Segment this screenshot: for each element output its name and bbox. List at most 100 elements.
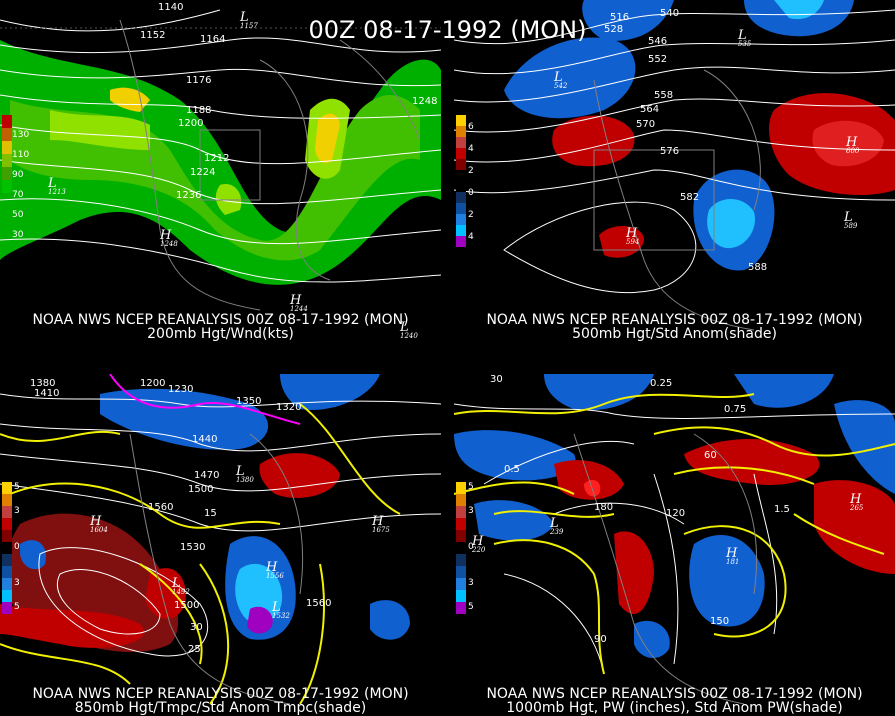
contour-label: 588 <box>748 262 768 273</box>
anom-red-strong <box>812 120 884 167</box>
high-marker: H 1556 <box>266 560 284 580</box>
legend-label: 3 <box>14 578 20 588</box>
map-200mb <box>0 9 441 311</box>
anom-blue <box>834 400 895 494</box>
anom-red <box>0 604 144 648</box>
contour-label: 582 <box>680 192 700 203</box>
legend-label: 5 <box>468 602 474 612</box>
high-marker: H 1675 <box>372 514 390 534</box>
height-contours <box>454 9 895 294</box>
anom-blue <box>474 500 554 541</box>
jet-shade-90 <box>315 113 340 164</box>
jet-shade-90b <box>110 87 150 112</box>
coastlines <box>573 433 757 705</box>
anom-red <box>145 568 186 619</box>
temp-contours <box>0 403 401 705</box>
legend-label: 130 <box>12 130 30 140</box>
contour-label: 1200 <box>140 378 166 389</box>
coastlines <box>129 433 303 705</box>
legend-label: 50 <box>12 210 24 220</box>
contour-label: 1380 <box>30 378 56 389</box>
contour-label: 25 <box>188 644 201 655</box>
anom-legend <box>2 482 12 614</box>
legend-label: 0 <box>14 542 20 552</box>
panel-500mb: 6 4 2 0 2 4 516 528 540 546 552 558 564 … <box>454 0 895 342</box>
anom-purple <box>247 606 273 634</box>
anom-red <box>552 115 635 167</box>
contour-label: 1188 <box>186 105 212 116</box>
low-marker: L 1240 <box>400 320 418 340</box>
contour-label: 1224 <box>190 167 216 178</box>
panel-caption-field: 1000mb Hgt, PW (inches), Std Anom PW(sha… <box>506 700 843 716</box>
anom-blue <box>734 374 834 408</box>
high-marker: H 265 <box>850 492 864 512</box>
anom-blue <box>280 374 380 410</box>
legend-label: 110 <box>12 150 30 160</box>
anom-red <box>614 531 654 614</box>
contour-label: 1500 <box>188 484 214 495</box>
contour-label: 1176 <box>186 75 212 86</box>
panel-1000mb: 5 3 0 3 5 30 60 90 120 150 180 0.25 0.5 … <box>454 374 895 716</box>
legend-label: 4 <box>468 232 474 242</box>
high-marker: H 600 <box>846 135 860 155</box>
legend-label: 5 <box>468 482 474 492</box>
legend-label: 0 <box>468 188 474 198</box>
high-marker: H 181 <box>726 546 740 566</box>
legend-label: 5 <box>14 602 20 612</box>
contour-label: 60 <box>704 450 717 461</box>
contour-label: 552 <box>648 54 668 65</box>
contour-label: 90 <box>594 634 607 645</box>
anom-blue <box>454 430 576 481</box>
low-marker: L 1492 <box>172 576 190 596</box>
contour-label: 1140 <box>158 2 184 13</box>
legend-label: 3 <box>14 506 20 516</box>
anom-blue <box>634 620 670 659</box>
anom-cyan <box>235 563 283 623</box>
contour-label: 120 <box>666 508 686 519</box>
panel-850mb: 5 3 0 3 5 1380 1410 1200 1230 1320 1350 … <box>0 374 441 716</box>
high-marker: H 1248 <box>160 228 178 248</box>
low-marker: L 239 <box>550 516 564 536</box>
contour-label: 0.75 <box>724 404 747 415</box>
high-marker: H 1244 <box>290 293 308 313</box>
legend-label: 2 <box>468 166 474 176</box>
contour-label: 1440 <box>192 434 218 445</box>
map-500mb <box>454 0 895 331</box>
contour-label: 30 <box>490 374 503 385</box>
legend-label: 5 <box>14 482 20 492</box>
anom-cyan <box>707 198 755 249</box>
coastlines <box>119 19 421 311</box>
anom-blue <box>689 535 765 627</box>
jet-shade-70 <box>50 110 150 150</box>
height-contours <box>0 393 441 657</box>
legend-label: 6 <box>468 122 474 132</box>
high-marker: H 594 <box>626 226 640 246</box>
contour-label: 1470 <box>194 470 220 481</box>
anom-blue <box>20 540 46 570</box>
contour-label: 1236 <box>176 190 202 201</box>
anom-legend <box>456 482 466 614</box>
anom-legend <box>456 115 466 247</box>
contour-label: 516 <box>610 12 630 23</box>
panel-caption-source: NOAA NWS NCEP REANALYSIS 00Z 08-17-1992 … <box>486 686 863 702</box>
anom-blue <box>370 600 410 640</box>
anom-red <box>684 439 820 485</box>
contour-label: 1530 <box>180 542 206 553</box>
legend-label: 30 <box>12 230 24 240</box>
contour-label: 15 <box>204 508 217 519</box>
low-marker: L 589 <box>844 210 858 230</box>
contour-label: 1320 <box>276 402 302 413</box>
panel-caption-field: 850mb Hgt/Tmpc/Std Anom Tmpc(shade) <box>74 700 367 716</box>
page-title: 00Z 08-17-1992 (MON) <box>308 16 587 44</box>
panel-caption-source: NOAA NWS NCEP REANALYSIS 00Z 08-17-1992 … <box>32 312 409 328</box>
low-marker: L 1157 <box>240 10 258 30</box>
contour-label: 1410 <box>34 388 60 399</box>
magenta-contour <box>109 374 301 425</box>
legend-label: 0 <box>468 542 474 552</box>
contour-label: 1560 <box>148 502 174 513</box>
contour-label: 1248 <box>412 96 438 107</box>
low-marker: L 542 <box>554 70 568 90</box>
contour-label: 1200 <box>178 118 204 129</box>
panel-caption-field: 500mb Hgt/Std Anom(shade) <box>572 326 777 342</box>
height-contours <box>454 403 895 675</box>
